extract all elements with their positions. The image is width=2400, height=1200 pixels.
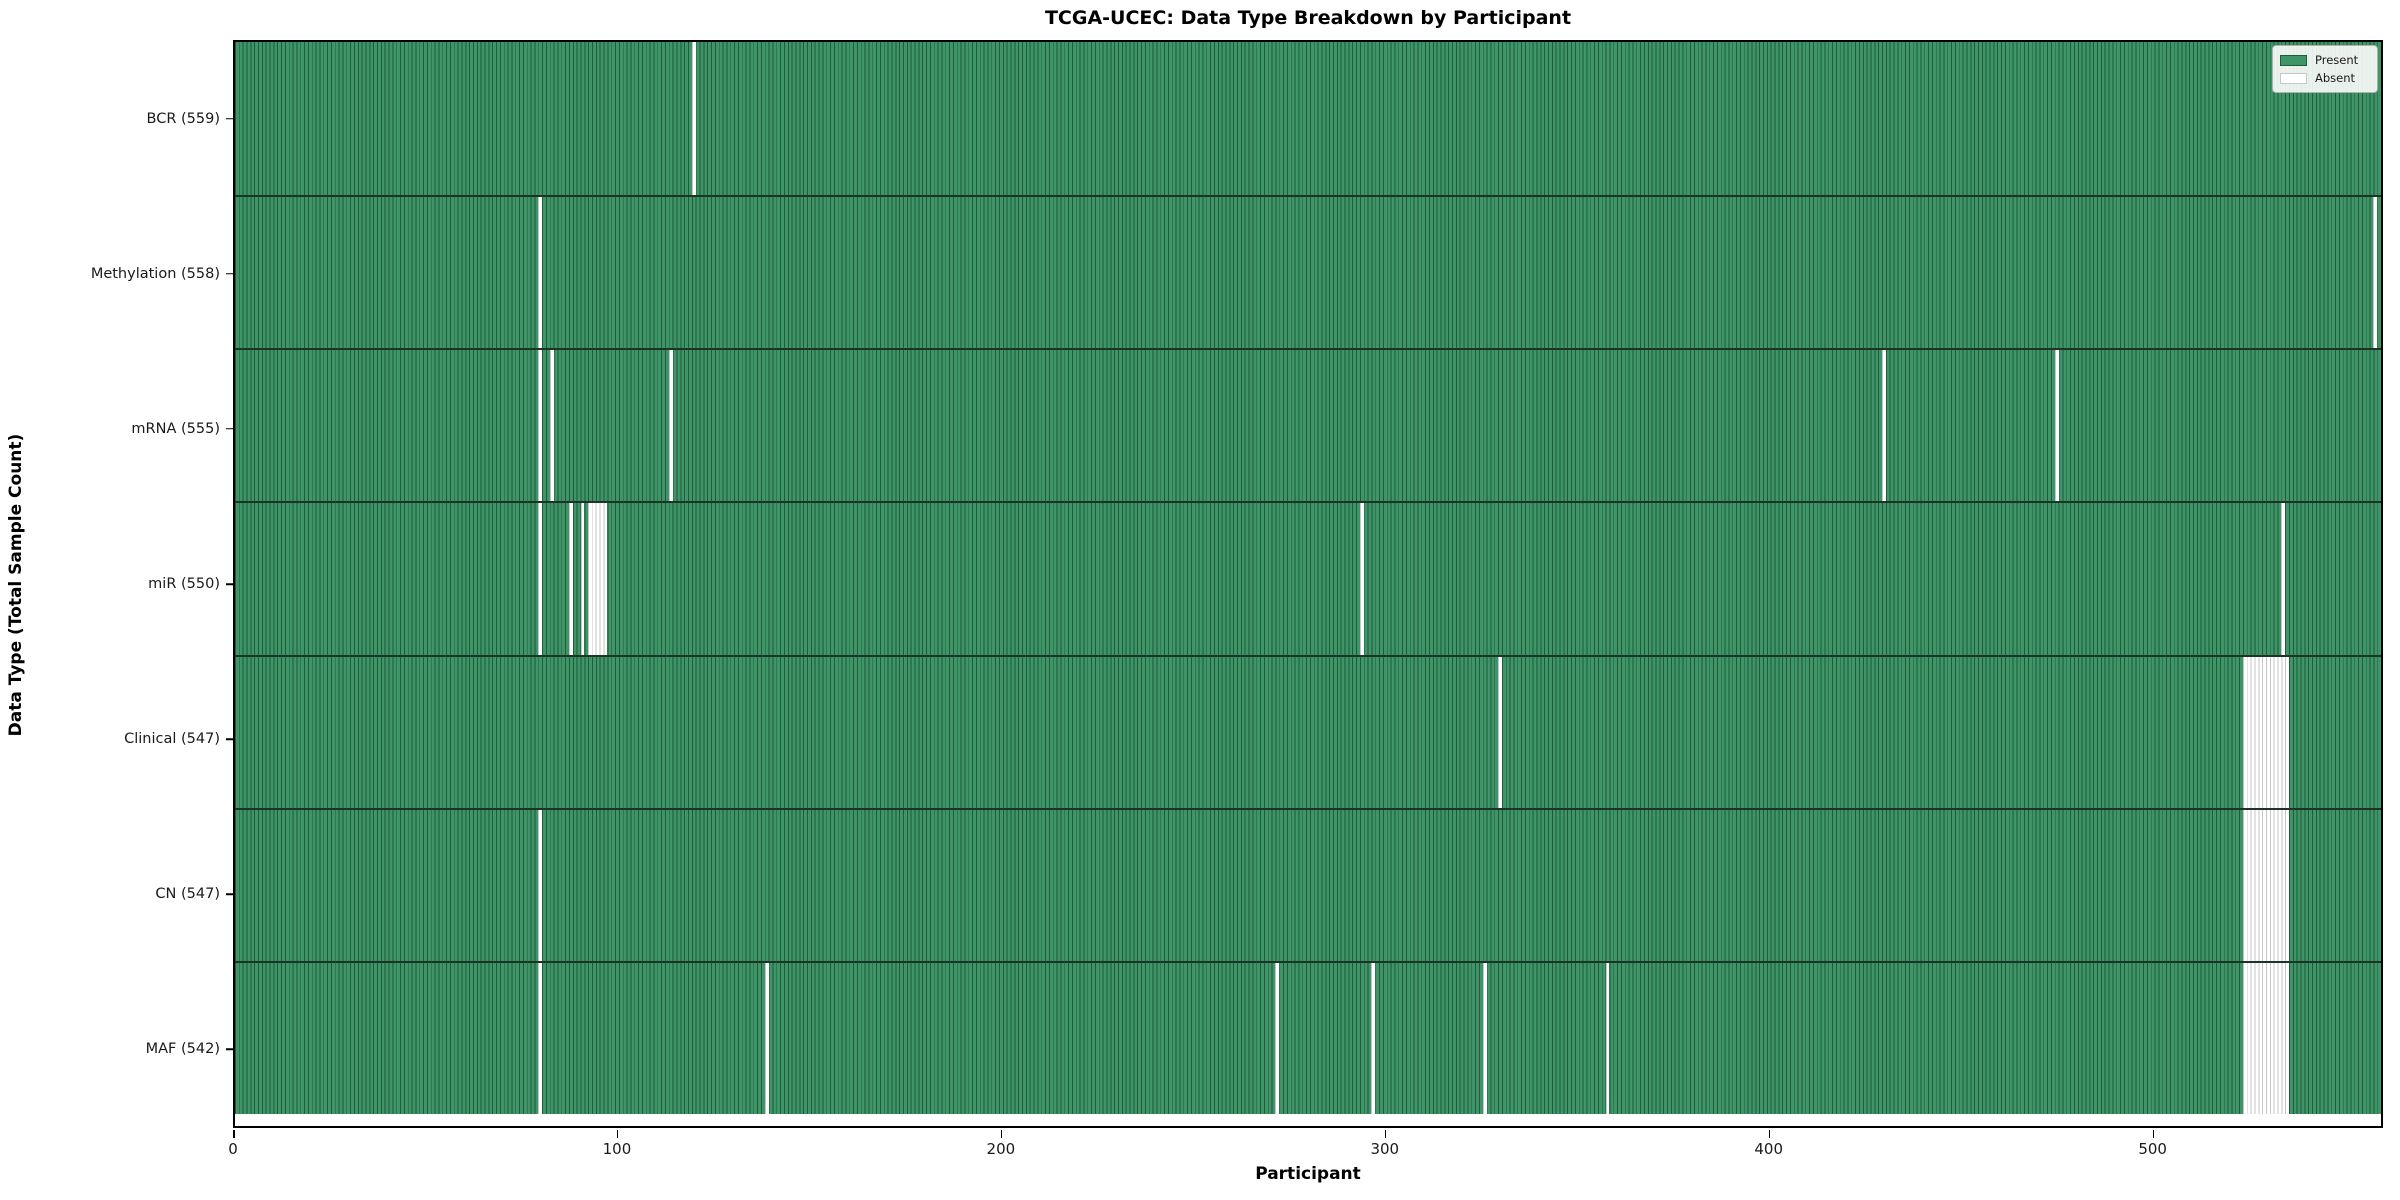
x-tick-mark xyxy=(1000,1130,1003,1138)
absent-stripe xyxy=(2242,656,2289,808)
heatmap-row-mir xyxy=(235,501,2381,655)
y-tick-mark xyxy=(226,583,233,585)
y-tick-label-clinical: Clinical (547) xyxy=(124,731,220,748)
y-tick-mark xyxy=(226,428,233,430)
heatmap-row-bcr xyxy=(235,42,2381,196)
legend-label-present: Present xyxy=(2315,53,2359,67)
x-tick-mark xyxy=(1768,1130,1771,1138)
absent-stripe xyxy=(1482,962,1487,1114)
y-tick-mark xyxy=(226,738,233,740)
absent-stripe xyxy=(549,350,554,502)
absent-stripe xyxy=(538,350,543,502)
heatmap-row-mrna xyxy=(235,348,2381,502)
x-tick-mark xyxy=(1384,1130,1387,1138)
absent-stripe xyxy=(588,503,608,655)
present-swatch xyxy=(2280,54,2307,66)
legend-item-absent: Absent xyxy=(2280,69,2370,87)
x-tick-label-300: 300 xyxy=(1370,1140,1400,1158)
absent-stripe xyxy=(2242,809,2289,961)
chart-title: TCGA-UCEC: Data Type Breakdown by Partic… xyxy=(1044,7,1572,29)
x-tick-label-200: 200 xyxy=(986,1140,1016,1158)
y-tick-label-cn: CN (547) xyxy=(155,886,220,903)
absent-swatch xyxy=(2280,72,2307,84)
absent-stripe xyxy=(538,809,543,961)
absent-stripe xyxy=(538,503,543,655)
x-tick-mark xyxy=(233,1130,235,1138)
absent-stripe xyxy=(569,503,573,655)
absent-stripe xyxy=(1371,962,1376,1114)
legend-box: Present Absent xyxy=(2272,45,2378,93)
heatmap-row-maf xyxy=(235,960,2381,1114)
x-tick-label-0: 0 xyxy=(228,1140,238,1158)
y-tick-label-mir: miR (550) xyxy=(148,576,220,592)
absent-stripe xyxy=(580,503,585,655)
absent-stripe xyxy=(668,350,673,502)
absent-stripe xyxy=(1498,656,1502,808)
legend-label-absent: Absent xyxy=(2315,71,2356,85)
y-tick-mark xyxy=(226,893,233,896)
absent-stripe xyxy=(538,962,543,1114)
x-tick-label-400: 400 xyxy=(1754,1140,1784,1158)
absent-stripe xyxy=(2373,197,2378,349)
heatmap-row-methylation xyxy=(235,195,2381,349)
x-tick-mark xyxy=(2152,1130,2155,1138)
y-tick-mark xyxy=(226,1048,233,1051)
absent-stripe xyxy=(2242,962,2289,1114)
x-tick-label-100: 100 xyxy=(602,1140,632,1158)
y-tick-label-mrna: mRNA (555) xyxy=(131,420,220,437)
absent-stripe xyxy=(764,962,769,1114)
heatmap-row-cn xyxy=(235,807,2381,961)
x-tick-label-500: 500 xyxy=(2138,1140,2167,1158)
x-tick-mark xyxy=(616,1130,619,1138)
y-tick-mark xyxy=(226,272,233,275)
absent-stripe xyxy=(538,197,543,349)
absent-stripe xyxy=(1275,962,1280,1114)
heatmap-row-clinical xyxy=(235,654,2381,808)
y-tick-label-methylation: Methylation (558) xyxy=(90,265,220,282)
x-axis-label: Participant xyxy=(1255,1164,1361,1184)
y-tick-mark xyxy=(226,117,233,120)
y-tick-label-maf: MAF (542) xyxy=(145,1041,220,1058)
y-tick-label-bcr: BCR (559) xyxy=(146,110,221,127)
absent-stripe xyxy=(1605,962,1610,1114)
absent-stripe xyxy=(1882,350,1886,502)
absent-stripe xyxy=(691,42,696,196)
absent-stripe xyxy=(2281,503,2286,655)
legend-item-present: Present xyxy=(2280,51,2370,69)
heatmap-plot-area xyxy=(233,40,2383,1128)
absent-stripe xyxy=(1359,503,1364,655)
absent-stripe xyxy=(2054,350,2059,502)
